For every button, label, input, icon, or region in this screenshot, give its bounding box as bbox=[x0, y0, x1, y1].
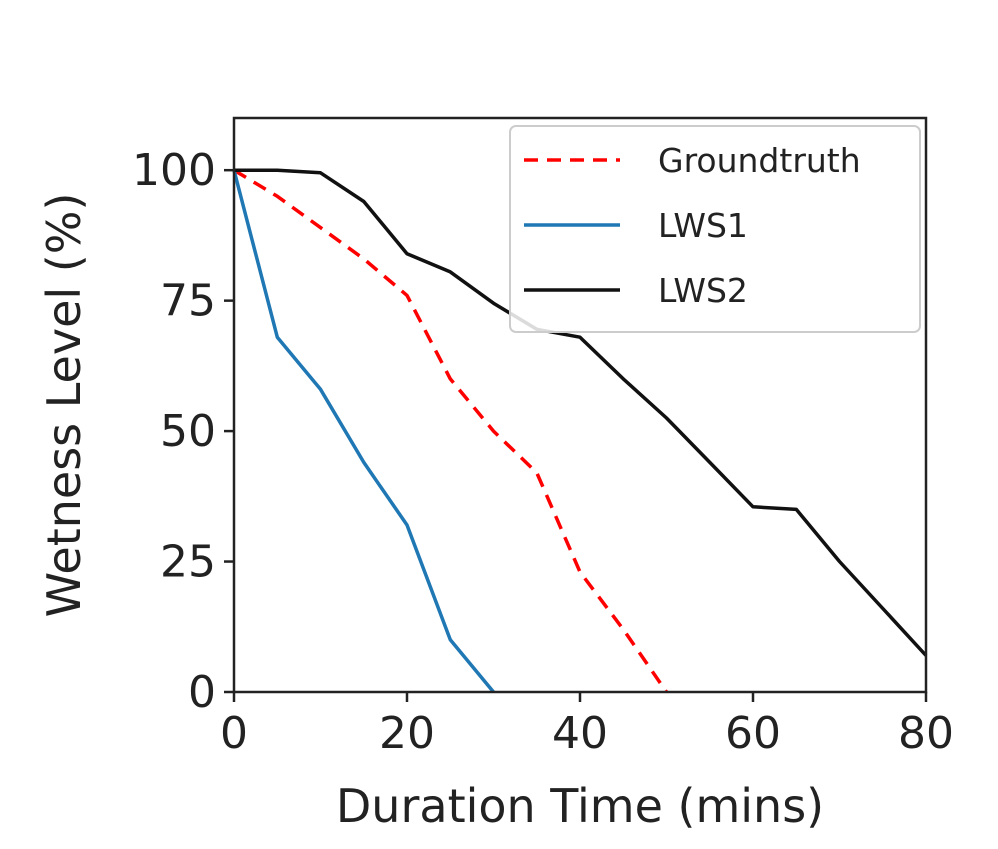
y-tick-label: 25 bbox=[160, 537, 216, 588]
legend-label-lws1: LWS1 bbox=[658, 206, 748, 245]
x-tick-label: 0 bbox=[220, 708, 248, 759]
series-line-groundtruth bbox=[233, 168, 668, 693]
legend-label-lws2: LWS2 bbox=[658, 271, 748, 310]
x-tick-label: 80 bbox=[898, 708, 954, 759]
x-axis-label: Duration Time (mins) bbox=[336, 779, 824, 833]
legend-box bbox=[509, 125, 921, 333]
y-tick-label: 0 bbox=[188, 667, 216, 718]
y-tick-label: 100 bbox=[132, 145, 216, 196]
y-axis-ticks: 0 25 50 75 100 bbox=[132, 145, 234, 718]
series-line-lws2 bbox=[234, 168, 928, 657]
x-tick-label: 60 bbox=[725, 708, 781, 759]
y-tick-label: 75 bbox=[160, 276, 216, 327]
x-tick-label: 40 bbox=[552, 708, 608, 759]
legend: Groundtruth LWS1 LWS2 bbox=[509, 125, 921, 333]
y-tick-label: 50 bbox=[160, 406, 216, 457]
y-axis-label: Wetness Level (%) bbox=[37, 193, 91, 618]
legend-label-groundtruth: Groundtruth bbox=[658, 141, 861, 180]
x-axis-ticks: 0 20 40 60 80 bbox=[220, 692, 954, 759]
plot-lines bbox=[232, 168, 928, 694]
x-tick-label: 20 bbox=[379, 708, 435, 759]
series-line-lws1 bbox=[232, 169, 495, 694]
